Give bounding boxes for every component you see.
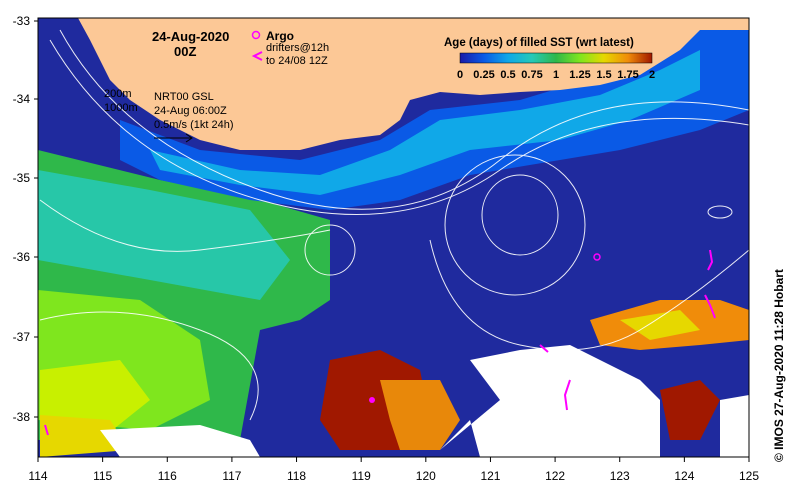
sst-region-yellow-sw	[40, 415, 130, 457]
x-tick-label: 121	[480, 469, 500, 483]
y-axis: -33 -34 -35 -36 -37 -38	[13, 14, 38, 424]
current-time-label: 24-Aug 06:00Z	[154, 105, 227, 117]
sst-region-coastal-blue	[120, 30, 749, 210]
colorbar-tick-label: 0.75	[521, 69, 542, 81]
plot-frame	[37, 17, 750, 458]
colorbar-tick-label: 1.25	[569, 69, 590, 81]
isobath-1000-label: 1000m	[104, 102, 138, 114]
x-tick-label: 124	[674, 469, 694, 483]
map-field	[38, 18, 749, 457]
drifter-tracks	[44, 249, 716, 436]
land-western-australia	[78, 18, 749, 150]
drifter-legend-line1: drifters@12h	[266, 42, 329, 54]
colorbar-ticks: 0 0.25 0.5 0.75 1 1.25 1.5 1.75 2	[457, 69, 655, 81]
current-scale-label: 0.5m/s (1kt 24h)	[154, 119, 233, 131]
credit-text: © IMOS 27-Aug-2020 11:28 Hobart	[772, 269, 786, 462]
colorbar-tick-label: 0.25	[473, 69, 494, 81]
drifter-legend-line2: to 24/08 12Z	[266, 55, 328, 67]
x-tick-label: 120	[416, 469, 436, 483]
colorbar-tick-label: 1	[553, 69, 559, 81]
sst-contours	[39, 29, 749, 421]
x-tick-label: 116	[158, 469, 177, 483]
current-source-label: NRT00 GSL	[154, 91, 214, 103]
y-tick-label: -33	[13, 14, 31, 28]
y-tick-label: -37	[13, 330, 31, 344]
map-time: 00Z	[174, 44, 196, 59]
y-tick-label: -36	[13, 250, 31, 264]
sst-region-darkred-e	[660, 380, 720, 440]
x-tick-label: 122	[545, 469, 565, 483]
argo-float-marker-2	[369, 397, 375, 403]
y-tick-label: -38	[13, 410, 31, 424]
no-data-south	[440, 345, 660, 457]
y-tick-label: -35	[13, 171, 31, 185]
colorbar-title: Age (days) of filled SST (wrt latest)	[444, 37, 634, 49]
sst-region-yellow-e	[620, 310, 700, 340]
no-data-se	[720, 395, 749, 457]
colorbar-tick-label: 0	[457, 69, 463, 81]
x-tick-label: 125	[739, 469, 759, 483]
argo-float-marker	[593, 253, 601, 261]
isobath-200-label: 200m	[104, 88, 132, 100]
colorbar-tick-label: 0.5	[500, 69, 515, 81]
sst-region-coastal-cyan	[150, 50, 700, 195]
x-tick-label: 115	[93, 469, 112, 483]
x-tick-label: 117	[222, 469, 241, 483]
x-tick-label: 118	[287, 469, 306, 483]
x-tick-label: 119	[352, 469, 371, 483]
colorbar	[459, 52, 653, 64]
colorbar-tick-label: 1.75	[617, 69, 638, 81]
y-tick-label: -34	[13, 92, 31, 106]
map-date: 24-Aug-2020	[152, 29, 229, 44]
sst-region-orange-s	[380, 380, 460, 450]
argo-legend-label: Argo	[266, 29, 294, 43]
sst-region-teal	[38, 170, 290, 300]
x-axis: 114 115 116 117 118 119 120 121 122 123 124 125	[28, 457, 759, 483]
x-tick-label: 114	[28, 469, 47, 483]
current-scale-arrow	[154, 133, 193, 143]
argo-legend-icon	[251, 30, 261, 40]
no-data-sw	[100, 425, 260, 457]
x-tick-label: 123	[610, 469, 630, 483]
colorbar-tick-label: 1.5	[596, 69, 611, 81]
drifter-legend-icon	[251, 51, 263, 61]
colorbar-tick-label: 2	[649, 69, 655, 81]
